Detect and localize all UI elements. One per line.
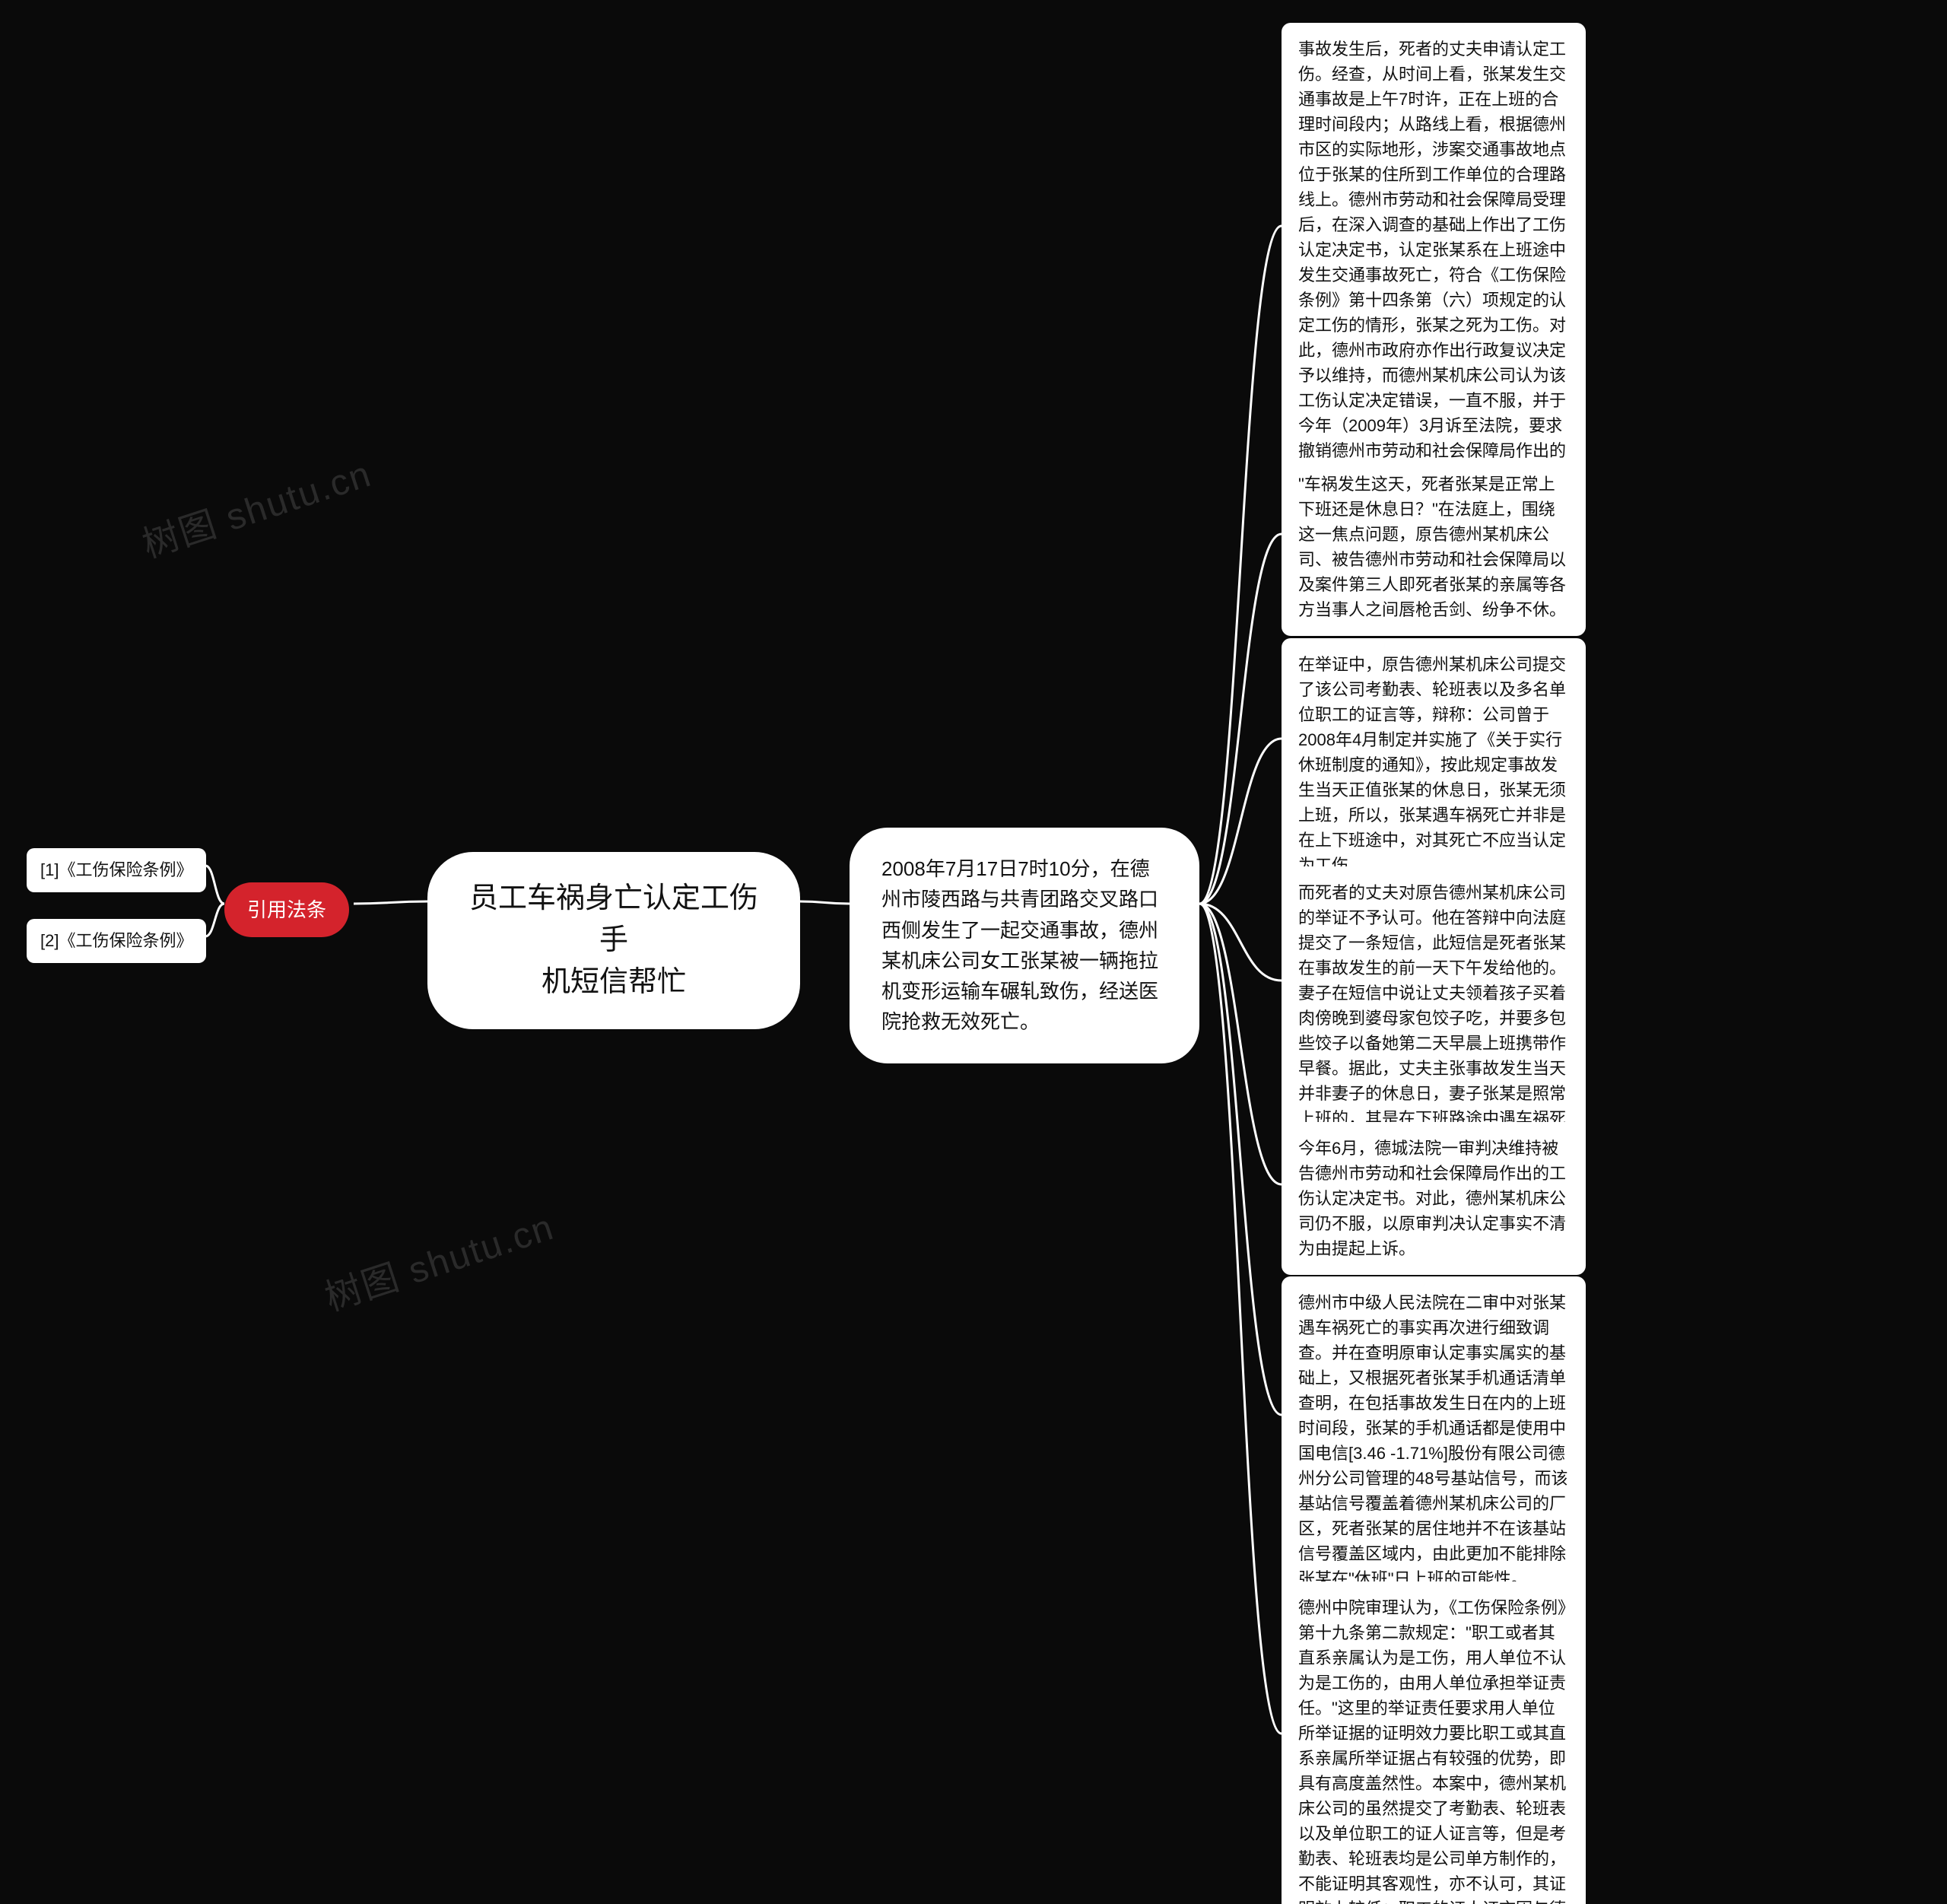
detail-node[interactable]: 德州中院审理认为，《工伤保险条例》第十九条第二款规定："职工或者其直系亲属认为是… — [1282, 1581, 1586, 1904]
case-summary-node[interactable]: 2008年7月17日7时10分，在德州市陵西路与共青团路交叉路口西侧发生了一起交… — [850, 828, 1199, 1063]
connector-edge — [1199, 226, 1282, 904]
detail-node[interactable]: 今年6月，德城法院一审判决维持被告德州市劳动和社会保障局作出的工伤认定决定书。对… — [1282, 1122, 1586, 1275]
connector-edge — [1199, 904, 1282, 1184]
connector-edge — [800, 901, 850, 904]
law-reference-text: [2]《工伤保险条例》 — [40, 931, 192, 950]
connector-edge — [205, 904, 224, 936]
case-summary-text: 2008年7月17日7时10分，在德州市陵西路与共青团路交叉路口西侧发生了一起交… — [881, 857, 1158, 1033]
watermark: 树图 shutu.cn — [317, 1197, 560, 1321]
connector-edge — [1199, 534, 1282, 904]
root-topic-text: 员工车祸身亡认定工伤手机短信帮忙 — [469, 882, 758, 998]
detail-text: 而死者的丈夫对原告德州某机床公司的举证不予认可。他在答辩中向法庭提交了一条短信，… — [1298, 883, 1566, 1153]
detail-text: "车祸发生这天，死者张某是正常上下班还是休息日？"在法庭上，围绕这一焦点问题，原… — [1298, 475, 1566, 619]
connector-edge — [205, 866, 224, 904]
detail-text: 德州市中级人民法院在二审中对张某遇车祸死亡的事实再次进行细致调查。并在查明原审认… — [1298, 1293, 1567, 1588]
detail-text: 在举证中，原告德州某机床公司提交了该公司考勤表、轮班表以及多名单位职工的证言等，… — [1298, 655, 1566, 875]
root-topic-node[interactable]: 员工车祸身亡认定工伤手机短信帮忙 — [427, 852, 800, 1029]
law-reference-text: [1]《工伤保险条例》 — [40, 860, 192, 879]
connector-edge — [1199, 904, 1282, 981]
cited-laws-label: 引用法条 — [247, 898, 326, 921]
cited-laws-node[interactable]: 引用法条 — [224, 882, 349, 937]
law-reference-node[interactable]: [2]《工伤保险条例》 — [27, 919, 206, 963]
detail-text: 事故发生后，死者的丈夫申请认定工伤。经查，从时间上看，张某发生交通事故是上午7时… — [1298, 40, 1566, 485]
connector-edge — [1199, 739, 1282, 904]
connector-edge — [1199, 904, 1282, 1415]
detail-node[interactable]: 事故发生后，死者的丈夫申请认定工伤。经查，从时间上看，张某发生交通事故是上午7时… — [1282, 23, 1586, 502]
mindmap-canvas: 树图 shutu.cn 树图 shutu.cn 树图 shutu.cn 树图 s… — [0, 0, 1947, 1904]
detail-node[interactable]: 德州市中级人民法院在二审中对张某遇车祸死亡的事实再次进行细致调查。并在查明原审认… — [1282, 1276, 1586, 1605]
watermark: 树图 shutu.cn — [135, 443, 377, 567]
connector-edge — [1199, 904, 1282, 1734]
detail-node[interactable]: "车祸发生这天，死者张某是正常上下班还是休息日？"在法庭上，围绕这一焦点问题，原… — [1282, 458, 1586, 636]
detail-text: 今年6月，德城法院一审判决维持被告德州市劳动和社会保障局作出的工伤认定决定书。对… — [1298, 1139, 1566, 1258]
law-reference-node[interactable]: [1]《工伤保险条例》 — [27, 848, 206, 892]
detail-node[interactable]: 在举证中，原告德州某机床公司提交了该公司考勤表、轮班表以及多名单位职工的证言等，… — [1282, 638, 1586, 892]
connector-edge — [354, 901, 427, 904]
detail-text: 德州中院审理认为，《工伤保险条例》第十九条第二款规定："职工或者其直系亲属认为是… — [1298, 1598, 1566, 1904]
